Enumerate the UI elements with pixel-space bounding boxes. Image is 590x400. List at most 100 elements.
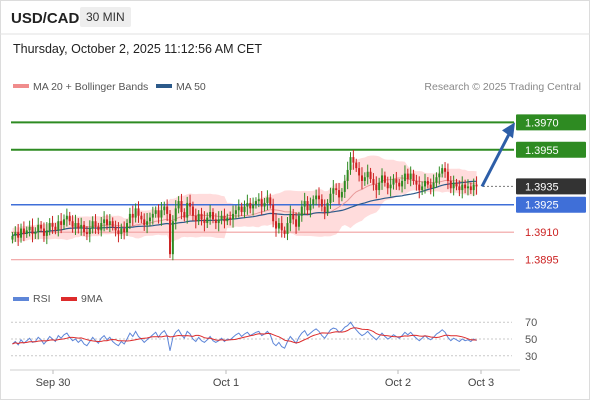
credit-text: Research © 2025 Trading Central [424, 81, 581, 93]
candle [137, 201, 140, 223]
candle-body [461, 184, 464, 191]
candle-body [191, 206, 194, 216]
candle-body [418, 184, 421, 191]
candle-body [343, 180, 346, 192]
candle [381, 168, 384, 190]
candle [11, 232, 14, 244]
candle-body [409, 173, 412, 180]
candle-body [31, 226, 34, 235]
rsi-legend: RSI 9MA [13, 293, 103, 305]
candle [51, 215, 54, 234]
candle [444, 162, 447, 178]
candle-body [157, 210, 160, 218]
level-label-box-1.3935 [516, 178, 586, 195]
candle-body [20, 228, 23, 238]
candle-body [137, 208, 140, 216]
candle-body [11, 235, 14, 240]
candle [65, 208, 68, 227]
candle [286, 217, 289, 241]
candles-layer [11, 122, 515, 261]
candle [418, 176, 421, 199]
candle [94, 214, 97, 234]
candle-body [63, 219, 66, 225]
ma50-legend-label: MA 50 [176, 81, 206, 93]
candle-body [214, 219, 217, 224]
candle [128, 207, 131, 230]
candle-body [295, 219, 298, 227]
candle-body [25, 230, 28, 235]
candle [449, 175, 452, 194]
candle [469, 182, 472, 194]
candle-body [183, 212, 186, 218]
candle-body [211, 212, 214, 220]
candle-body [209, 212, 212, 218]
candle-body [131, 213, 134, 218]
candle-body [375, 184, 378, 191]
candle [472, 178, 475, 197]
candle [415, 174, 418, 191]
level-label-box-1.3925 [516, 196, 586, 213]
timeframe-badge[interactable]: 30 MIN [80, 7, 131, 27]
candle-body [37, 224, 40, 233]
rsi-line [12, 321, 477, 351]
candle-body [403, 173, 406, 181]
candle-body [252, 204, 255, 209]
candle-body [332, 188, 335, 194]
candle [277, 218, 280, 234]
candle-body [401, 180, 404, 187]
candle [223, 208, 226, 229]
rsi-tick-70: 70 [525, 317, 537, 329]
candle-body [432, 182, 435, 189]
candle-body [455, 182, 458, 187]
candle [366, 164, 369, 185]
candle-body [466, 186, 469, 189]
candle [146, 212, 149, 234]
candle [426, 177, 429, 189]
candle [151, 206, 154, 225]
candle [392, 174, 395, 190]
candle [455, 178, 458, 191]
candle-body [240, 206, 243, 213]
candle-body [134, 208, 137, 218]
rsi-tick-30: 30 [525, 351, 537, 363]
candle [68, 211, 71, 226]
candle-body [323, 206, 326, 213]
x-tick-label: Oct 2 [385, 377, 411, 389]
candle-body [280, 223, 283, 231]
candle [401, 174, 404, 193]
candle [315, 189, 318, 206]
candle-body [340, 191, 343, 198]
level-label-1.3910: 1.3910 [525, 227, 559, 239]
candle-body [217, 219, 220, 224]
candle-body [203, 219, 206, 224]
candle-body [389, 184, 392, 189]
candle-body [423, 180, 426, 187]
level-label-1.3955: 1.3955 [525, 145, 559, 157]
candle [166, 199, 169, 222]
candle [177, 196, 180, 214]
candle-body [464, 184, 467, 189]
candle [108, 214, 111, 233]
candle [438, 166, 441, 185]
candle-body [469, 186, 472, 191]
candle-body [406, 173, 409, 180]
x-tick-label: Oct 3 [468, 377, 494, 389]
candle-body [42, 228, 45, 236]
candle-body [108, 221, 111, 225]
candle [338, 182, 341, 205]
candle-body [88, 228, 91, 235]
candle [148, 212, 151, 227]
candle-body [206, 217, 209, 224]
candle [306, 196, 309, 216]
candle-body [266, 197, 269, 203]
candle-body [85, 232, 88, 235]
bollinger-band-layer [12, 155, 477, 244]
candle [249, 197, 252, 214]
candle-body [415, 180, 418, 185]
candle [475, 176, 478, 195]
candle-body [412, 173, 415, 181]
candle-body [163, 206, 166, 211]
candle [83, 221, 86, 237]
candle-body [226, 217, 229, 222]
candle-body [143, 219, 146, 225]
